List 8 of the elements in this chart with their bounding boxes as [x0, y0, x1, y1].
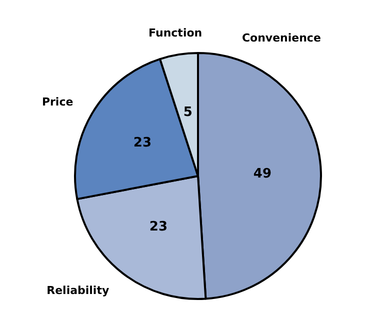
slice-label: Price: [42, 96, 74, 109]
data-label: 23: [149, 219, 168, 234]
data-label: 23: [133, 136, 152, 151]
slice-label: Function: [148, 26, 202, 40]
slice-label: Convenience: [242, 31, 321, 44]
slice-label: Reliability: [46, 284, 110, 298]
data-label: 5: [183, 104, 192, 120]
data-label: 49: [253, 166, 272, 182]
